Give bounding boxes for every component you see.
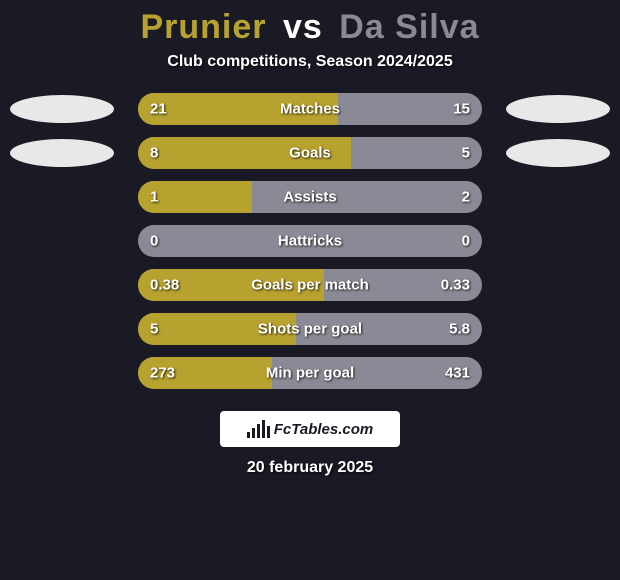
stat-value-left: 0.38 <box>150 277 179 294</box>
stat-bar: 8 Goals 5 <box>138 137 482 169</box>
stat-value-left: 5 <box>150 321 158 338</box>
player1-oval-icon <box>10 139 114 167</box>
stat-row: 1 Assists 2 <box>0 181 620 213</box>
brand-badge: FcTables.com <box>220 411 400 447</box>
stat-value-right: 0 <box>462 233 470 250</box>
brand-text: FcTables.com <box>274 421 373 438</box>
stat-bar: 273 Min per goal 431 <box>138 357 482 389</box>
date-text: 20 february 2025 <box>0 459 620 477</box>
stat-bar: 1 Assists 2 <box>138 181 482 213</box>
stat-bar: 0 Hattricks 0 <box>138 225 482 257</box>
player1-oval-icon <box>10 95 114 123</box>
stat-value-right: 5.8 <box>449 321 470 338</box>
player2-oval-icon <box>506 139 610 167</box>
stat-bar: 5 Shots per goal 5.8 <box>138 313 482 345</box>
title-player1: Prunier <box>140 8 266 46</box>
stat-row: 0.38 Goals per match 0.33 <box>0 269 620 301</box>
stat-row: 21 Matches 15 <box>0 93 620 125</box>
stat-label: Min per goal <box>266 365 354 382</box>
title-vs: vs <box>283 8 323 46</box>
stat-label: Matches <box>280 101 340 118</box>
stat-label: Goals per match <box>251 277 369 294</box>
player2-oval-icon <box>506 95 610 123</box>
stat-value-left: 21 <box>150 101 167 118</box>
stat-value-right: 5 <box>462 145 470 162</box>
comparison-infographic: Prunier vs Da Silva Club competitions, S… <box>0 0 620 580</box>
stat-row: 0 Hattricks 0 <box>0 225 620 257</box>
title-player2: Da Silva <box>339 8 479 46</box>
stat-value-left: 1 <box>150 189 158 206</box>
stat-label: Hattricks <box>278 233 342 250</box>
stat-row: 8 Goals 5 <box>0 137 620 169</box>
stat-row: 5 Shots per goal 5.8 <box>0 313 620 345</box>
stat-row: 273 Min per goal 431 <box>0 357 620 389</box>
title: Prunier vs Da Silva <box>0 8 620 47</box>
subtitle: Club competitions, Season 2024/2025 <box>0 53 620 71</box>
stat-label: Goals <box>289 145 331 162</box>
stat-value-left: 8 <box>150 145 158 162</box>
stat-value-right: 15 <box>453 101 470 118</box>
stat-value-right: 2 <box>462 189 470 206</box>
stat-label: Assists <box>283 189 336 206</box>
stat-value-right: 0.33 <box>441 277 470 294</box>
stat-value-left: 273 <box>150 365 175 382</box>
stat-value-right: 431 <box>445 365 470 382</box>
stat-bar: 0.38 Goals per match 0.33 <box>138 269 482 301</box>
stat-bar: 21 Matches 15 <box>138 93 482 125</box>
stat-rows: 21 Matches 15 8 Goals 5 1 Assists 2 0 Hattricks 0 0.… <box>0 93 620 389</box>
stat-label: Shots per goal <box>258 321 362 338</box>
stat-value-left: 0 <box>150 233 158 250</box>
brand-logo-icon <box>247 420 270 438</box>
